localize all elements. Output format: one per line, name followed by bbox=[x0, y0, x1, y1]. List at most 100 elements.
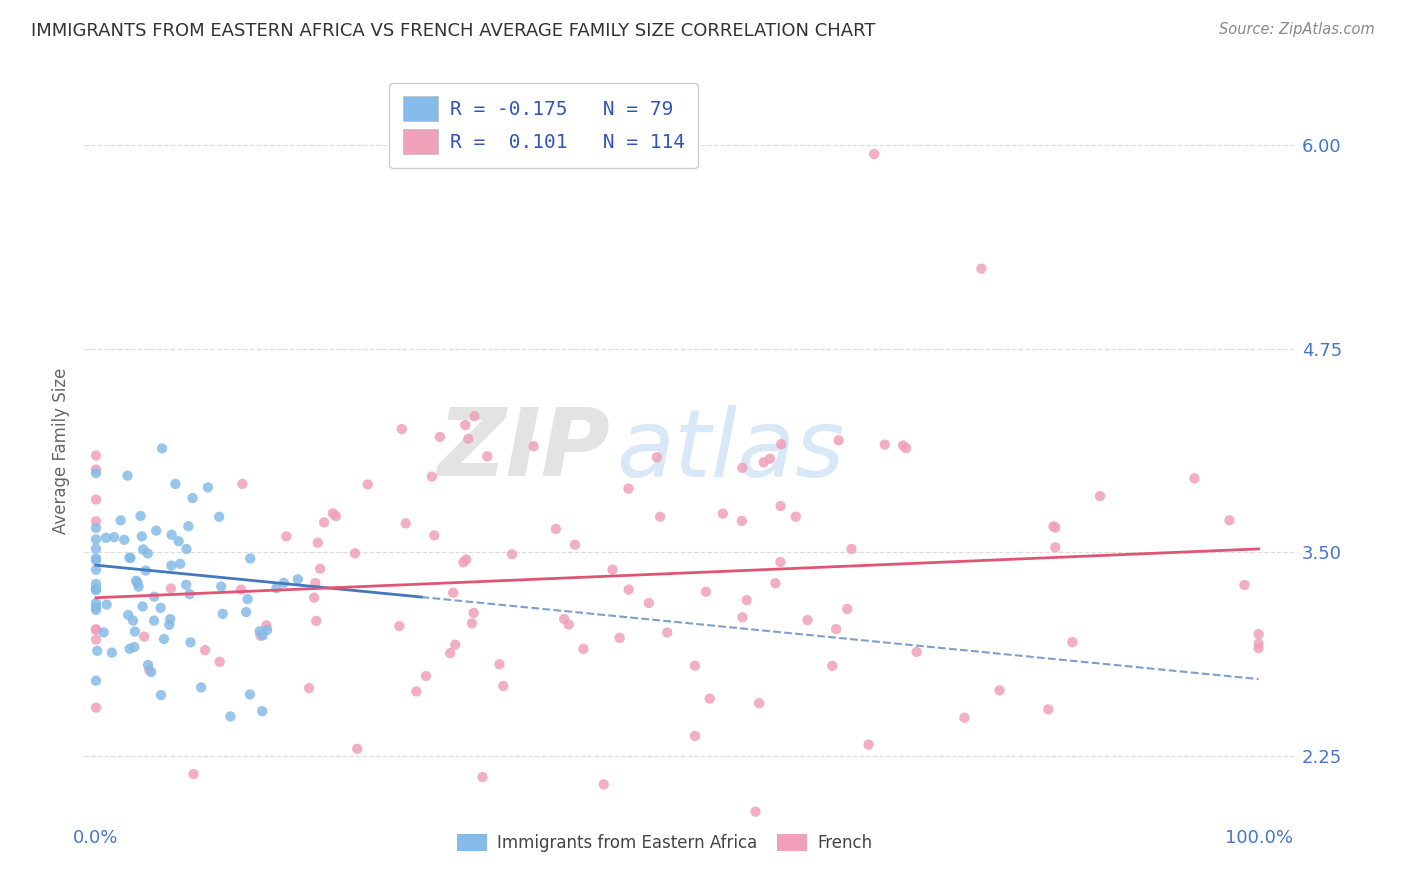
Point bbox=[128, 580, 150, 594]
Point bbox=[523, 439, 546, 453]
Point bbox=[174, 578, 197, 592]
Point bbox=[84, 596, 107, 610]
Point bbox=[160, 582, 183, 596]
Point bbox=[988, 683, 1011, 698]
Point bbox=[124, 640, 146, 654]
Point bbox=[592, 777, 614, 791]
Point bbox=[312, 516, 335, 530]
Point bbox=[1038, 702, 1060, 716]
Point bbox=[309, 562, 332, 576]
Point bbox=[132, 542, 155, 557]
Point bbox=[125, 574, 148, 588]
Point bbox=[439, 646, 461, 660]
Point bbox=[84, 582, 107, 596]
Point bbox=[429, 430, 451, 444]
Point bbox=[501, 547, 523, 561]
Legend: Immigrants from Eastern Africa, French: Immigrants from Eastern Africa, French bbox=[449, 826, 880, 861]
Point bbox=[150, 442, 173, 456]
Point bbox=[463, 606, 485, 620]
Point bbox=[208, 509, 231, 524]
Point bbox=[488, 657, 510, 672]
Point bbox=[492, 679, 515, 693]
Point bbox=[122, 614, 145, 628]
Point bbox=[131, 529, 153, 543]
Point bbox=[211, 607, 233, 621]
Point bbox=[176, 541, 198, 556]
Point bbox=[134, 630, 156, 644]
Point bbox=[160, 528, 183, 542]
Point bbox=[94, 531, 117, 545]
Point bbox=[249, 629, 271, 643]
Point bbox=[219, 709, 242, 723]
Point bbox=[149, 600, 172, 615]
Point bbox=[136, 546, 159, 560]
Point bbox=[239, 551, 262, 566]
Point bbox=[769, 499, 792, 513]
Point bbox=[254, 618, 277, 632]
Point bbox=[395, 516, 418, 531]
Point bbox=[695, 584, 717, 599]
Point bbox=[143, 614, 166, 628]
Point bbox=[825, 622, 848, 636]
Point bbox=[141, 665, 163, 679]
Point bbox=[302, 591, 325, 605]
Point bbox=[131, 599, 153, 614]
Point bbox=[544, 522, 567, 536]
Point bbox=[735, 593, 758, 607]
Point bbox=[124, 624, 146, 639]
Point bbox=[197, 480, 219, 494]
Point bbox=[84, 462, 107, 476]
Text: ZIP: ZIP bbox=[437, 404, 610, 497]
Point bbox=[256, 623, 278, 637]
Point bbox=[1233, 578, 1256, 592]
Point bbox=[84, 700, 107, 714]
Point bbox=[143, 590, 166, 604]
Point bbox=[209, 580, 232, 594]
Point bbox=[711, 507, 734, 521]
Point bbox=[110, 513, 132, 527]
Point bbox=[796, 613, 818, 627]
Point bbox=[159, 612, 181, 626]
Point bbox=[553, 612, 575, 626]
Point bbox=[453, 555, 475, 569]
Point bbox=[558, 617, 581, 632]
Point bbox=[190, 681, 212, 695]
Point bbox=[252, 628, 274, 642]
Point bbox=[699, 691, 721, 706]
Point bbox=[602, 563, 624, 577]
Point bbox=[252, 704, 274, 718]
Point bbox=[93, 625, 115, 640]
Point bbox=[120, 551, 142, 566]
Point bbox=[325, 509, 347, 524]
Point bbox=[100, 646, 122, 660]
Point bbox=[84, 521, 107, 535]
Point bbox=[179, 635, 201, 649]
Point bbox=[444, 638, 467, 652]
Point bbox=[236, 592, 259, 607]
Point bbox=[165, 477, 187, 491]
Point bbox=[84, 466, 107, 480]
Point bbox=[572, 641, 595, 656]
Point bbox=[1247, 641, 1270, 656]
Y-axis label: Average Family Size: Average Family Size bbox=[52, 368, 70, 533]
Point bbox=[181, 491, 204, 505]
Point bbox=[266, 581, 288, 595]
Point bbox=[617, 482, 640, 496]
Point bbox=[744, 805, 766, 819]
Point bbox=[84, 622, 107, 636]
Point bbox=[731, 610, 754, 624]
Point bbox=[827, 434, 849, 448]
Point bbox=[304, 576, 326, 591]
Point bbox=[322, 507, 344, 521]
Point bbox=[1218, 513, 1240, 527]
Point bbox=[136, 658, 159, 673]
Text: IMMIGRANTS FROM EASTERN AFRICA VS FRENCH AVERAGE FAMILY SIZE CORRELATION CHART: IMMIGRANTS FROM EASTERN AFRICA VS FRENCH… bbox=[31, 22, 876, 40]
Point bbox=[637, 596, 659, 610]
Point bbox=[117, 607, 139, 622]
Point bbox=[752, 455, 775, 469]
Point bbox=[84, 541, 107, 556]
Point bbox=[84, 449, 107, 463]
Point bbox=[357, 477, 380, 491]
Point bbox=[145, 524, 167, 538]
Point bbox=[821, 658, 844, 673]
